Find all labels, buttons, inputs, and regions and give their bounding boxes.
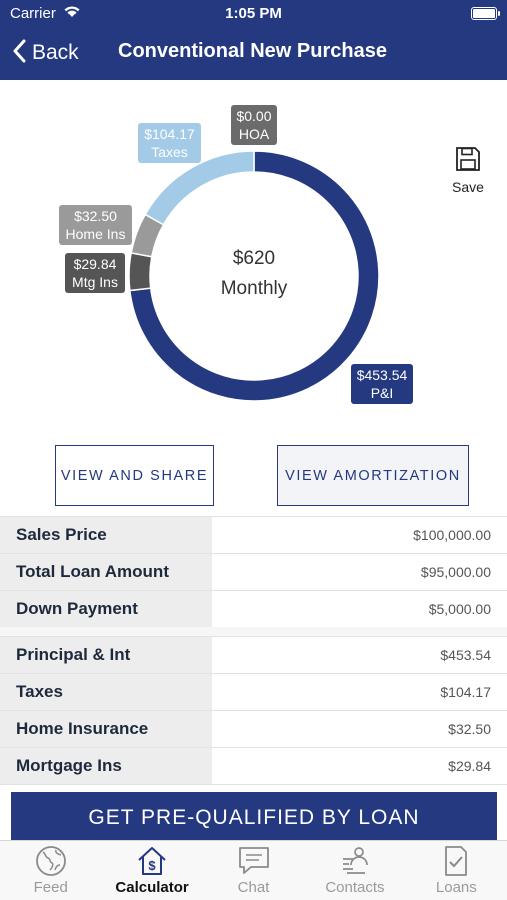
get-pre-qualified-button[interactable]: GET PRE-QUALIFIED BY LOAN <box>11 792 497 844</box>
view-and-share-button[interactable]: VIEW AND SHARE <box>55 445 214 506</box>
row-value: $100,000.00 <box>212 517 507 553</box>
home-ins-tag[interactable]: $32.50 Home Ins <box>59 205 132 245</box>
home-ins-name: Home Ins <box>65 226 126 242</box>
svg-text:$: $ <box>148 858 156 873</box>
tab-loans[interactable]: Loans <box>406 841 507 900</box>
taxes-tag[interactable]: $104.17 Taxes <box>138 123 201 163</box>
mtg-ins-name: Mtg Ins <box>72 274 118 290</box>
section-divider <box>0 627 507 636</box>
tab-label: Calculator <box>115 879 189 896</box>
row-label: Taxes <box>0 674 212 710</box>
mtg-ins-tag[interactable]: $29.84 Mtg Ins <box>65 253 125 293</box>
row-value: $104.17 <box>212 674 507 710</box>
monthly-total-label: Monthly <box>220 278 288 299</box>
table-row: Mortgage Ins $29.84 <box>0 748 507 785</box>
tab-feed[interactable]: Feed <box>0 841 101 900</box>
pi-tag[interactable]: $453.54 P&I <box>351 364 413 404</box>
payment-breakdown-table: Principal & Int $453.54 Taxes $104.17 Ho… <box>0 636 507 785</box>
row-label: Down Payment <box>0 591 212 627</box>
loans-checklist-icon <box>445 846 468 876</box>
save-label: Save <box>452 179 484 195</box>
tab-label: Feed <box>33 879 68 896</box>
donut-segment-mtg[interactable] <box>128 252 153 292</box>
table-row: Home Insurance $32.50 <box>0 711 507 748</box>
loan-summary-table: Sales Price $100,000.00 Total Loan Amoun… <box>0 516 507 628</box>
pi-amount: $453.54 <box>356 367 408 383</box>
donut-segment-taxes[interactable] <box>144 150 255 226</box>
calculator-house-icon: $ <box>138 847 166 875</box>
row-value: $453.54 <box>212 637 507 673</box>
home-ins-amount: $32.50 <box>74 208 117 224</box>
row-value: $29.84 <box>212 748 507 784</box>
tab-label: Contacts <box>325 879 385 896</box>
tab-label: Loans <box>435 879 477 896</box>
row-label: Home Insurance <box>0 711 212 747</box>
row-value: $32.50 <box>212 711 507 747</box>
globe-icon <box>35 846 66 876</box>
donut-segment-pi[interactable] <box>129 150 380 402</box>
table-row: Taxes $104.17 <box>0 674 507 711</box>
wifi-icon <box>62 3 82 23</box>
payment-donut-chart: $620 Monthly $0.00 HOA $104.17 Taxes $32… <box>0 80 507 440</box>
battery-icon <box>471 7 500 20</box>
taxes-amount: $104.17 <box>144 126 195 142</box>
row-label: Sales Price <box>0 517 212 553</box>
page-title: Conventional New Purchase <box>118 40 387 62</box>
tab-bar: Feed $ Calculator Chat Contacts Loans <box>0 840 507 900</box>
clock: 1:05 PM <box>225 5 282 22</box>
row-label: Total Loan Amount <box>0 554 212 590</box>
table-row: Total Loan Amount $95,000.00 <box>0 554 507 591</box>
chat-icon <box>238 847 269 874</box>
status-bar: Carrier 1:05 PM <box>0 0 507 28</box>
table-row: Principal & Int $453.54 <box>0 637 507 674</box>
row-value: $5,000.00 <box>212 591 507 627</box>
hoa-tag[interactable]: $0.00 HOA <box>231 105 277 145</box>
row-label: Mortgage Ins <box>0 748 212 784</box>
floppy-disk-icon <box>455 147 481 176</box>
monthly-total-amount: $620 <box>232 248 276 269</box>
view-amortization-button[interactable]: VIEW AMORTIZATION <box>277 445 469 506</box>
save-button[interactable]: Save <box>448 146 488 195</box>
row-label: Principal & Int <box>0 637 212 673</box>
back-label: Back <box>32 41 79 64</box>
hoa-amount: $0.00 <box>236 108 272 124</box>
carrier-label: Carrier <box>10 5 56 22</box>
chevron-left-icon <box>12 39 26 68</box>
hoa-name: HOA <box>238 126 270 142</box>
tab-calculator[interactable]: $ Calculator <box>101 841 202 900</box>
tab-label: Chat <box>237 879 270 896</box>
mtg-ins-amount: $29.84 <box>73 256 117 272</box>
row-value: $95,000.00 <box>212 554 507 590</box>
navigation-bar: Back Conventional New Purchase <box>0 28 507 80</box>
table-row: Down Payment $5,000.00 <box>0 591 507 628</box>
pi-name: P&I <box>370 385 394 401</box>
taxes-name: Taxes <box>151 144 188 160</box>
tab-contacts[interactable]: Contacts <box>304 841 405 900</box>
donut-chart-svg <box>128 150 380 402</box>
contacts-icon <box>342 847 368 874</box>
table-row: Sales Price $100,000.00 <box>0 517 507 554</box>
back-button[interactable]: Back <box>12 38 79 68</box>
tab-chat[interactable]: Chat <box>203 841 304 900</box>
